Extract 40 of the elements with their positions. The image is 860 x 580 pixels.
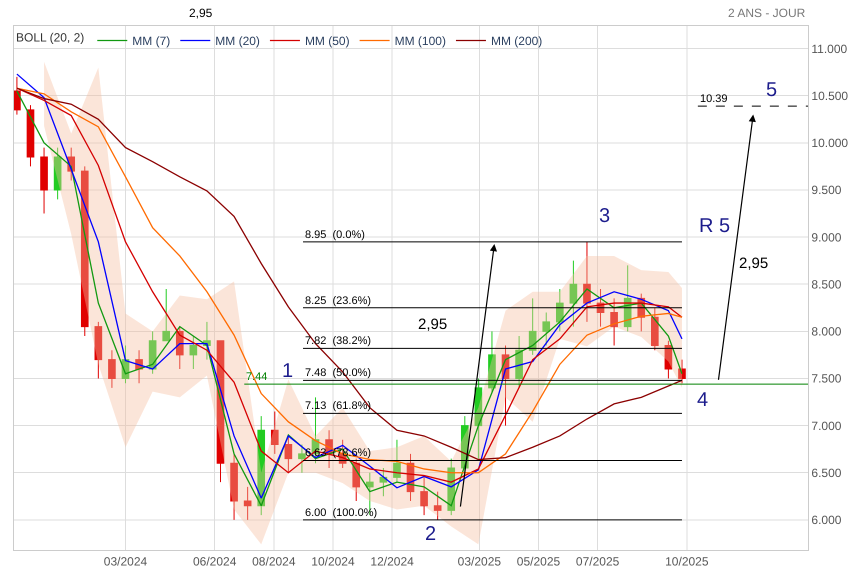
text: 2 ANS - JOUR <box>728 6 806 20</box>
x-tick-label: 03/2024 <box>104 554 148 568</box>
annotation: 2,95 <box>739 255 768 272</box>
x-tick-label: 07/2025 <box>576 554 620 568</box>
ref-line-label: 10.39 <box>700 93 728 105</box>
ref-line-label: 8.95 (0.0%) <box>305 229 365 241</box>
y-tick-label: 8.500 <box>811 277 842 292</box>
text: 2,95 <box>189 6 213 20</box>
annotation: 5 <box>766 79 778 101</box>
legend-label: MM (20) <box>215 34 260 48</box>
ref-line-label: 8.25 (23.6%) <box>305 295 372 307</box>
y-tick-label: 8.000 <box>811 324 842 339</box>
legend-label: MM (100) <box>394 34 446 48</box>
y-tick-label: 10.000 <box>811 136 848 150</box>
ref-line-label: 6.00 (100.0%) <box>305 507 378 519</box>
x-tick-label: 06/2024 <box>192 554 237 568</box>
y-tick-label: 6.500 <box>811 466 842 480</box>
legend-label: MM (50) <box>304 34 350 48</box>
annotation: 2,95 <box>418 316 448 333</box>
annotation: 3 <box>599 205 610 227</box>
x-tick-label: 03/2025 <box>458 554 502 568</box>
annotation: 4 <box>697 389 708 411</box>
y-tick-label: 10.500 <box>811 88 848 103</box>
annotation: 1 <box>282 360 294 382</box>
annotation: R 5 <box>699 215 730 237</box>
y-tick-label: 11.000 <box>811 42 848 56</box>
x-tick-label: 08/2024 <box>252 554 296 568</box>
legend-label: MM (7) <box>132 34 170 48</box>
y-tick-label: 9.500 <box>811 183 842 198</box>
y-tick-label: 7.500 <box>811 372 842 386</box>
y-tick-label: 9.000 <box>811 230 842 244</box>
y-tick-label: 6.000 <box>811 513 842 528</box>
x-tick-label: 10/2025 <box>665 554 709 568</box>
x-tick-label: 12/2024 <box>370 554 414 568</box>
legend-label: MM (200) <box>490 34 542 48</box>
y-tick-label: 7.000 <box>811 418 842 433</box>
annotation: 2 <box>425 523 436 545</box>
x-tick-label: 10/2024 <box>311 554 355 568</box>
x-tick-label: 05/2025 <box>516 554 560 568</box>
legend-title: BOLL (20, 2) <box>16 30 84 45</box>
